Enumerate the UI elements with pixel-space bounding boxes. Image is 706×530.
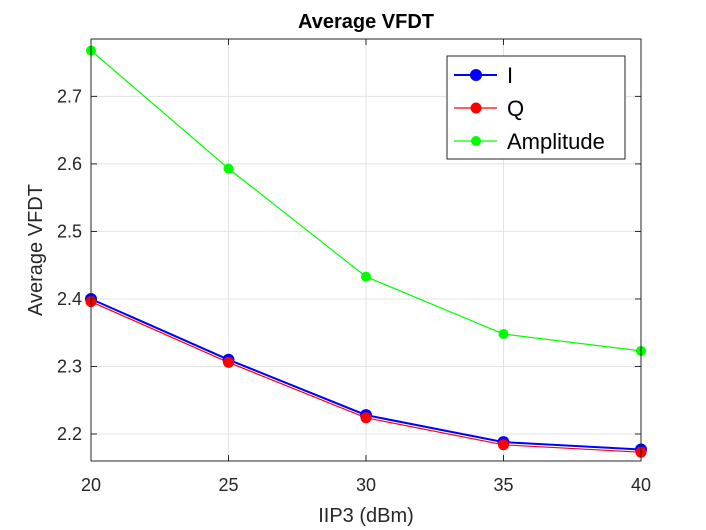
- data-point-amplitude: [361, 271, 371, 282]
- legend: IQ Amplitude: [446, 55, 626, 160]
- series-q: [85, 296, 647, 458]
- legend-marker-amplitude: [471, 136, 481, 146]
- y-tick-label: 2.6: [57, 154, 82, 174]
- data-point-q: [223, 356, 234, 368]
- x-axis-label: IIP3 (dBm): [318, 505, 414, 527]
- x-tick-label: 30: [356, 475, 376, 495]
- y-tick-label: 2.5: [57, 221, 82, 241]
- x-tick-label: 25: [218, 475, 238, 495]
- ticks: 20 25 30 35 40 2.2 2.3 2.4 2.5 2.6 2.7: [57, 39, 651, 495]
- x-tick-label: 35: [493, 475, 513, 495]
- data-point-amplitude: [498, 329, 509, 340]
- y-tick-label: 2.2: [57, 424, 82, 444]
- data-point-q: [498, 439, 509, 451]
- y-axis-label: Average VFDT: [25, 184, 47, 316]
- legend-marker-q: [470, 102, 482, 114]
- legend-label-i: I: [507, 63, 513, 88]
- series-amplitude: [86, 45, 646, 356]
- data-point-q: [360, 412, 372, 424]
- y-tick-label: 2.3: [57, 356, 82, 376]
- x-tick-label: 20: [81, 475, 101, 495]
- data-point-amplitude: [223, 163, 234, 174]
- legend-marker-i: [470, 69, 482, 81]
- y-tick-label: 2.4: [57, 289, 82, 309]
- legend-label-q: Q: [507, 96, 524, 121]
- series-layer: [85, 45, 647, 458]
- x-tick-label: 40: [631, 475, 651, 495]
- y-tick-label: 2.7: [57, 86, 82, 106]
- chart-title: Average VFDT: [298, 11, 434, 33]
- legend-label-amplitude: Amplitude: [507, 129, 605, 154]
